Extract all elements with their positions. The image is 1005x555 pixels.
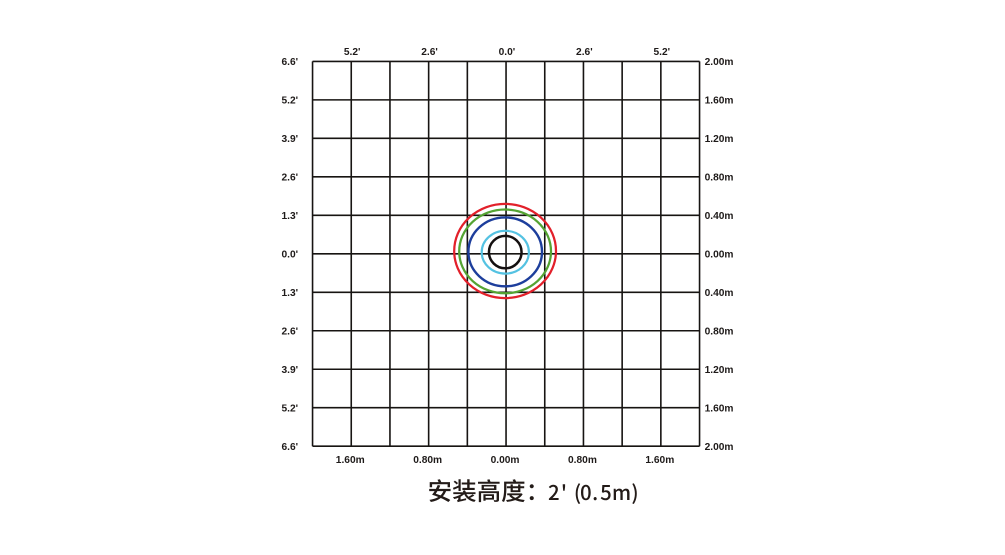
svg-text:0.00m: 0.00m (491, 455, 520, 466)
svg-text:1.60m: 1.60m (645, 455, 674, 466)
svg-text:0.80m: 0.80m (568, 455, 597, 466)
svg-text:1.60m: 1.60m (705, 403, 734, 414)
svg-text:1.3': 1.3' (282, 211, 299, 222)
svg-text:5.2': 5.2' (282, 96, 299, 107)
svg-text:2.6': 2.6' (576, 47, 593, 58)
svg-text:3.9': 3.9' (282, 134, 299, 145)
svg-text:0.0': 0.0' (282, 250, 299, 261)
svg-text:3.9': 3.9' (282, 365, 299, 376)
svg-text:5.2': 5.2' (282, 403, 299, 414)
svg-text:0.80m: 0.80m (705, 173, 734, 184)
svg-text:0.00m: 0.00m (705, 250, 734, 261)
svg-text:0.0': 0.0' (499, 47, 516, 58)
svg-text:2.6': 2.6' (282, 326, 299, 337)
svg-text:0.40m: 0.40m (705, 288, 734, 299)
svg-text:1.60m: 1.60m (705, 96, 734, 107)
svg-text:1.20m: 1.20m (705, 365, 734, 376)
svg-text:2.6': 2.6' (282, 173, 299, 184)
svg-text:1.60m: 1.60m (336, 455, 365, 466)
svg-text:5.2': 5.2' (653, 47, 670, 58)
svg-text:6.6': 6.6' (282, 442, 299, 453)
svg-text:0.80m: 0.80m (705, 326, 734, 337)
svg-text:5.2': 5.2' (344, 47, 361, 58)
svg-text:6.6': 6.6' (282, 57, 299, 68)
svg-text:0.80m: 0.80m (413, 455, 442, 466)
svg-text:1.20m: 1.20m (705, 134, 734, 145)
svg-text:2.6': 2.6' (421, 47, 438, 58)
svg-text:2.00m: 2.00m (705, 57, 734, 68)
svg-text:2.00m: 2.00m (705, 442, 734, 453)
svg-text:0.40m: 0.40m (705, 211, 734, 222)
svg-text:1.3': 1.3' (282, 288, 299, 299)
